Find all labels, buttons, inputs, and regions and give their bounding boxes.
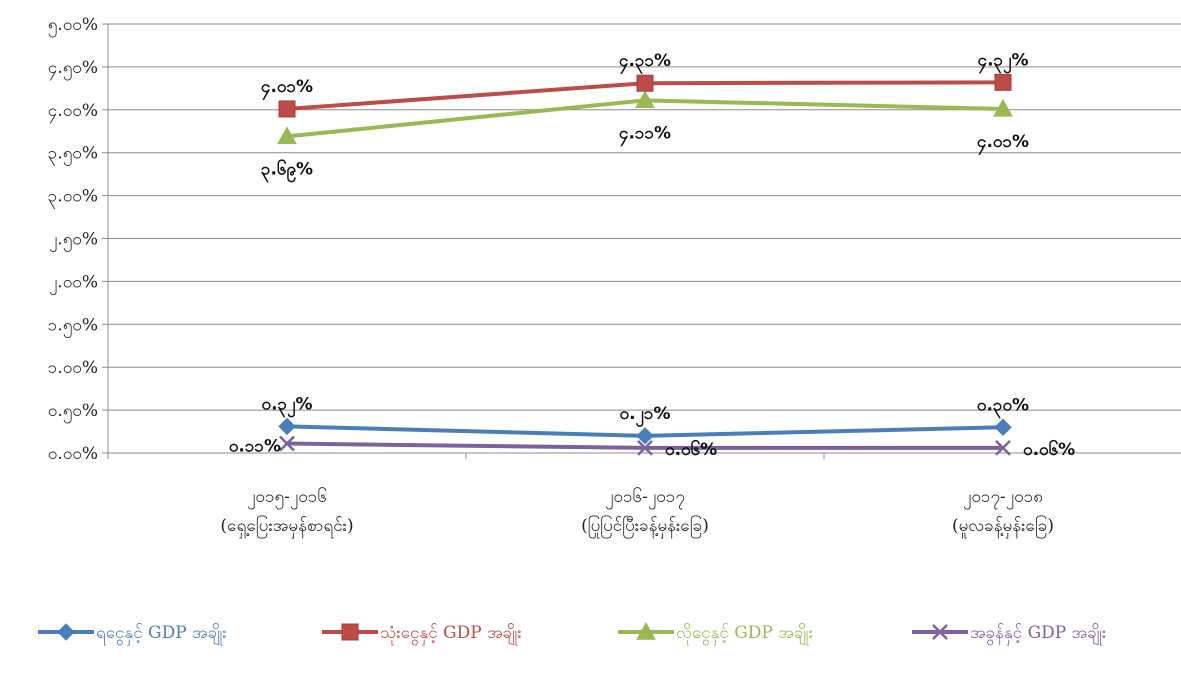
data-point-marker-stroke bbox=[995, 439, 1011, 456]
data-point-marker bbox=[278, 100, 296, 118]
legend-marker-stroke bbox=[932, 624, 948, 640]
data-point-marker bbox=[278, 417, 296, 436]
data-point-marker bbox=[994, 418, 1012, 436]
data-label: ၄.၀၁% bbox=[261, 77, 313, 101]
legend: ရငွေနှင့် GDP အချိုး သုံးငွေနှင့် GDP အချ… bbox=[38, 621, 1106, 646]
data-point-marker-stroke bbox=[637, 439, 653, 456]
data-label: ၀.၁၁% bbox=[229, 437, 281, 457]
y-tick-label: ၂.၅၀% bbox=[49, 230, 98, 253]
series-lines bbox=[277, 73, 1013, 456]
data-point-marker bbox=[277, 126, 297, 145]
data-label: ၄.၃၂% bbox=[978, 50, 1029, 74]
y-tick-label: ၄.၅၀% bbox=[48, 58, 98, 81]
legend-label: အခွန်နှင့် GDP အချိုး bbox=[970, 623, 1106, 646]
data-point-marker bbox=[637, 439, 653, 456]
legend-label: လိုငွေနှင့် GDP အချိုး bbox=[676, 623, 813, 646]
legend-label: သုံးငွေနှင့် GDP အချိုး bbox=[380, 623, 522, 646]
data-label: ၀.၃၂% bbox=[262, 394, 313, 418]
y-tick-label: ၂.၀၀% bbox=[49, 272, 98, 295]
data-point-marker bbox=[994, 73, 1012, 91]
y-tick-label: ၀.၅၀% bbox=[48, 401, 98, 424]
data-label: ၄.၃၁% bbox=[619, 51, 671, 75]
y-tick-label: ၃.၅၀% bbox=[48, 144, 98, 167]
y-tick-label: ၀.၀၀% bbox=[48, 444, 98, 464]
data-point-marker bbox=[993, 98, 1013, 117]
legend-label: ရငွေနှင့် GDP အချိုး bbox=[96, 623, 227, 646]
legend-marker bbox=[341, 623, 359, 641]
data-point-marker bbox=[636, 427, 654, 445]
y-tick-label: ၃.၀၀% bbox=[48, 187, 98, 210]
data-point-marker-stroke bbox=[279, 435, 295, 452]
data-point-marker bbox=[995, 439, 1011, 456]
x-axis-category-labels: ၂၀၁၅-၂၀၁၆ (ရှေ့ပြေးအမှန်စာရင်း) ၂၀၁၆-၂၀၁၇ (… bbox=[220, 486, 1054, 539]
x-category-label: ၂၀၁၅-၂၀၁၆ bbox=[247, 486, 327, 510]
y-tick-label: ၅.၀၀% bbox=[48, 15, 98, 38]
x-category-label: (ပြုပြင်ပြီးခန့်မှန်းခြေ) bbox=[581, 514, 709, 539]
data-point-marker bbox=[279, 435, 295, 452]
y-tick-label: ၁.၅၀% bbox=[48, 315, 98, 338]
data-labels: ၀.၃၂% ၀.၂၁% ၀.၃၀% ၄.၀၁% ၄.၃၁% ၄.၃၂% ၃.၆၉% ၄.၁၁%… bbox=[229, 50, 1075, 460]
data-label: ၃.၆၉% bbox=[261, 157, 313, 183]
y-axis-tick-labels: ၀.၀၀% ၀.၅၀% ၁.၀၀% ၁.၅၀% ၂.၀၀% ၂.၅၀% ၃.၀၀% ၃.၅၀%… bbox=[48, 15, 98, 464]
legend-marker bbox=[932, 624, 948, 640]
x-category-label: ၂၀၁၇-၂၀၁၈ bbox=[963, 487, 1043, 510]
data-label: ၄.၁၁% bbox=[619, 123, 671, 147]
y-tick-label: ၁.၀၀% bbox=[48, 358, 98, 378]
legend-marker bbox=[57, 623, 75, 641]
data-point-marker bbox=[636, 74, 654, 92]
y-tick-label: ၄.၀၀% bbox=[48, 101, 98, 124]
x-category-label: ၂၀၁၆-၂၀၁၇ bbox=[605, 486, 685, 510]
data-label: ၀.၀၆% bbox=[665, 438, 717, 460]
data-label: ၀.၂၁% bbox=[620, 404, 671, 428]
gridlines bbox=[108, 23, 1181, 411]
axes bbox=[102, 23, 1181, 459]
data-point-marker bbox=[635, 90, 655, 109]
x-category-label: (ရှေ့ပြေးအမှန်စာရင်း) bbox=[220, 514, 353, 539]
legend-marker bbox=[636, 621, 656, 640]
data-label: ၀.၀၆% bbox=[1023, 438, 1075, 460]
x-category-label: (မူလခန့်မှန်းခြေ) bbox=[952, 514, 1054, 539]
data-label: ၄.၀၁% bbox=[977, 132, 1029, 156]
data-label: ၀.၃၀% bbox=[977, 395, 1029, 419]
